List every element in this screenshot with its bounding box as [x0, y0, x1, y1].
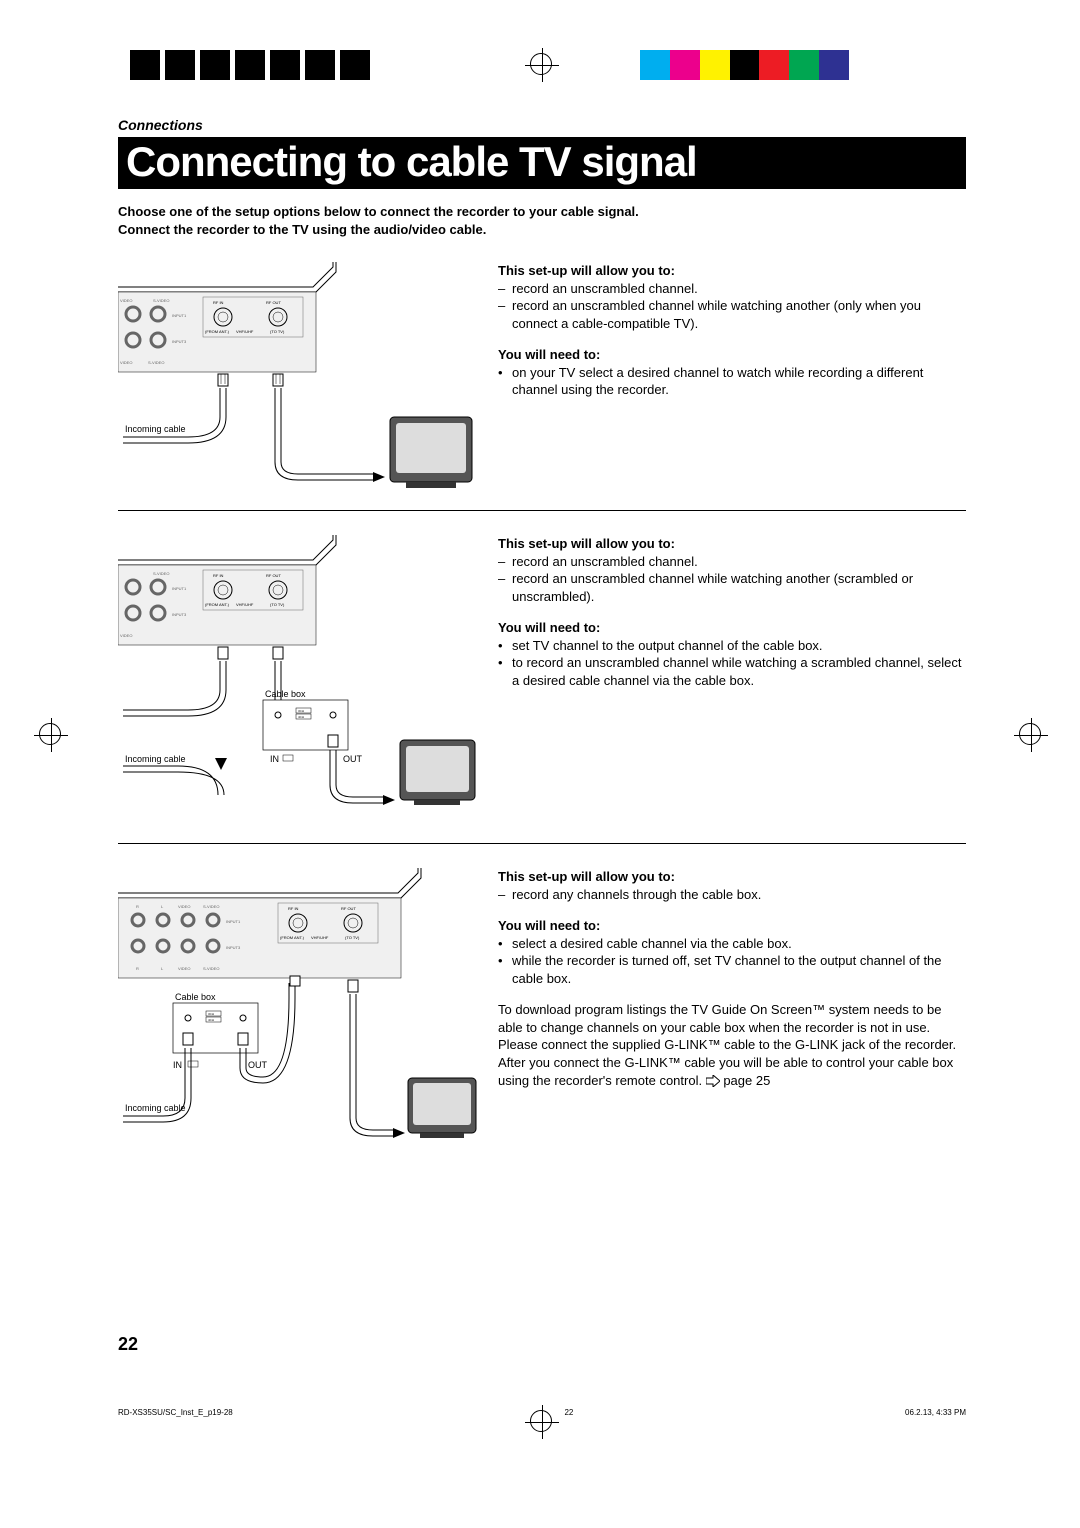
setup-2: S-VIDEO INPUT1 INPUT3 VIDEO RF IN RF OUT… [118, 535, 966, 844]
allow-header: This set-up will allow you to: [498, 262, 966, 280]
allow-header: This set-up will allow you to: [498, 868, 966, 886]
need-item: select a desired cable channel via the c… [498, 935, 966, 953]
svg-text:S-VIDEO: S-VIDEO [153, 298, 169, 303]
svg-text:INPUT3: INPUT3 [172, 339, 187, 344]
setup-1: VIDEO S-VIDEO INPUT1 INPUT3 VIDEO S-VIDE… [118, 262, 966, 511]
svg-text:VHF/UHF: VHF/UHF [236, 329, 254, 334]
setup-3-paragraph: To download program listings the TV Guid… [498, 1001, 966, 1089]
svg-text:IN: IN [173, 1060, 182, 1070]
need-item: while the recorder is turned off, set TV… [498, 952, 966, 987]
svg-text:Incoming cable: Incoming cable [125, 754, 186, 764]
allow-item: record an unscrambled channel while watc… [498, 297, 966, 332]
setup-3-diagram: R L VIDEO S-VIDEO INPUT1 INPUT3 R L VIDE… [118, 868, 478, 1188]
svg-text:4CH: 4CH [208, 1018, 214, 1022]
svg-text:R: R [136, 966, 139, 971]
svg-text:(TO TV): (TO TV) [270, 602, 285, 607]
svg-text:VIDEO: VIDEO [120, 360, 132, 365]
svg-text:3CH: 3CH [208, 1012, 214, 1016]
page-title: Connecting to cable TV signal [118, 139, 966, 189]
svg-text:S-VIDEO: S-VIDEO [203, 904, 219, 909]
svg-text:INPUT1: INPUT1 [226, 919, 241, 924]
intro-line-2: Connect the recorder to the TV using the… [118, 222, 486, 237]
need-item: to record an unscrambled channel while w… [498, 654, 966, 689]
svg-text:RF IN: RF IN [213, 573, 224, 578]
footer-mid: 22 [564, 1408, 573, 1417]
setup-1-diagram: VIDEO S-VIDEO INPUT1 INPUT3 VIDEO S-VIDE… [118, 262, 478, 492]
allow-item: record any channels through the cable bo… [498, 886, 966, 904]
svg-text:RF OUT: RF OUT [266, 573, 281, 578]
svg-text:IN: IN [270, 754, 279, 764]
svg-text:VHF/UHF: VHF/UHF [236, 602, 254, 607]
allow-item: record an unscrambled channel. [498, 553, 966, 571]
setup-1-text: This set-up will allow you to: record an… [498, 262, 966, 492]
page-ref-arrow-icon [706, 1075, 720, 1087]
allow-item: record an unscrambled channel. [498, 280, 966, 298]
svg-text:Incoming cable: Incoming cable [125, 1103, 186, 1113]
svg-text:S-VIDEO: S-VIDEO [203, 966, 219, 971]
need-header: You will need to: [498, 619, 966, 637]
svg-text:(FROM ANT.): (FROM ANT.) [280, 935, 305, 940]
footer-right: 06.2.13, 4:33 PM [905, 1408, 966, 1417]
registration-marks [0, 50, 1080, 80]
svg-text:(FROM ANT.): (FROM ANT.) [205, 329, 230, 334]
svg-text:RF OUT: RF OUT [341, 906, 356, 911]
svg-text:INPUT3: INPUT3 [172, 612, 187, 617]
svg-text:VIDEO: VIDEO [120, 298, 132, 303]
svg-text:OUT: OUT [343, 754, 363, 764]
allow-header: This set-up will allow you to: [498, 535, 966, 553]
intro-line-1: Choose one of the setup options below to… [118, 204, 639, 219]
svg-text:VIDEO: VIDEO [178, 966, 190, 971]
svg-text:(TO TV): (TO TV) [345, 935, 360, 940]
svg-text:3CH: 3CH [298, 709, 304, 713]
svg-text:INPUT1: INPUT1 [172, 313, 187, 318]
section-label: Connections [118, 117, 966, 133]
need-header: You will need to: [498, 346, 966, 364]
svg-text:Incoming cable: Incoming cable [125, 424, 186, 434]
setup-3-text: This set-up will allow you to: record an… [498, 868, 966, 1188]
svg-text:VHF/UHF: VHF/UHF [311, 935, 329, 940]
svg-text:(TO TV): (TO TV) [270, 329, 285, 334]
page-number: 22 [118, 1334, 138, 1355]
setup-2-diagram: S-VIDEO INPUT1 INPUT3 VIDEO RF IN RF OUT… [118, 535, 478, 825]
page-content: Connections Connecting to cable TV signa… [118, 117, 966, 1206]
svg-text:RF IN: RF IN [213, 300, 224, 305]
svg-text:4CH: 4CH [298, 715, 304, 719]
svg-text:INPUT1: INPUT1 [172, 586, 187, 591]
crosshair-left [34, 718, 68, 752]
need-item: on your TV select a desired channel to w… [498, 364, 966, 399]
footer-left: RD-XS35SU/SC_Inst_E_p19-28 [118, 1408, 233, 1417]
svg-text:S-VIDEO: S-VIDEO [153, 571, 169, 576]
svg-text:VIDEO: VIDEO [178, 904, 190, 909]
svg-text:RF OUT: RF OUT [266, 300, 281, 305]
svg-text:OUT: OUT [248, 1060, 268, 1070]
svg-text:VIDEO: VIDEO [120, 633, 132, 638]
need-header: You will need to: [498, 917, 966, 935]
svg-text:INPUT3: INPUT3 [226, 945, 241, 950]
need-item: set TV channel to the output channel of … [498, 637, 966, 655]
footer: RD-XS35SU/SC_Inst_E_p19-28 22 06.2.13, 4… [118, 1408, 966, 1417]
svg-text:(FROM ANT.): (FROM ANT.) [205, 602, 230, 607]
intro-text: Choose one of the setup options below to… [118, 203, 966, 238]
setup-3: R L VIDEO S-VIDEO INPUT1 INPUT3 R L VIDE… [118, 868, 966, 1206]
svg-text:S-VIDEO: S-VIDEO [148, 360, 164, 365]
setup-2-text: This set-up will allow you to: record an… [498, 535, 966, 825]
page-ref: page 25 [723, 1073, 770, 1088]
svg-text:Cable box: Cable box [175, 992, 216, 1002]
crosshair-right [1014, 718, 1048, 752]
svg-text:Cable box: Cable box [265, 689, 306, 699]
svg-text:RF IN: RF IN [288, 906, 299, 911]
svg-text:R: R [136, 904, 139, 909]
crosshair-top [525, 48, 559, 82]
allow-item: record an unscrambled channel while watc… [498, 570, 966, 605]
